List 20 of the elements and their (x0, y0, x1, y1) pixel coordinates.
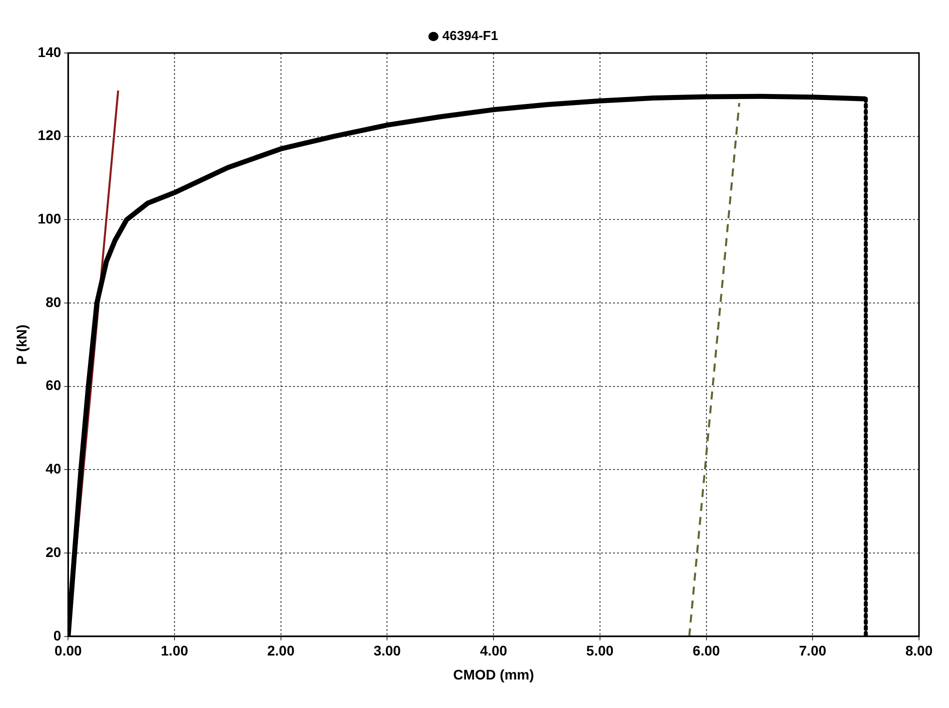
legend-label: 46394-F1 (442, 28, 498, 44)
x-tick-label: 5.00 (586, 642, 614, 659)
y-tick-label: 0 (53, 627, 62, 644)
y-tick-label: 20 (46, 544, 62, 560)
y-axis-title: P (kN) (13, 324, 30, 365)
x-tick-label: 4.00 (480, 642, 508, 659)
y-tick-label: 40 (46, 460, 62, 477)
y-tick-label: 120 (38, 127, 62, 144)
y-tick-label: 80 (46, 294, 62, 310)
y-tick-label: 100 (38, 210, 62, 227)
y-tick-label: 140 (38, 44, 62, 60)
x-tick-label: 2.00 (267, 642, 295, 659)
x-tick-label: 8.00 (905, 642, 933, 659)
x-tick-label: 7.00 (799, 642, 826, 659)
x-tick-label: 3.00 (374, 642, 402, 659)
x-tick-label: 1.00 (160, 642, 188, 659)
x-tick-label: 0.00 (54, 642, 82, 659)
x-axis-title: CMOD (mm) (453, 666, 534, 682)
x-tick-label: 6.00 (692, 642, 720, 659)
y-tick-label: 60 (46, 377, 62, 394)
